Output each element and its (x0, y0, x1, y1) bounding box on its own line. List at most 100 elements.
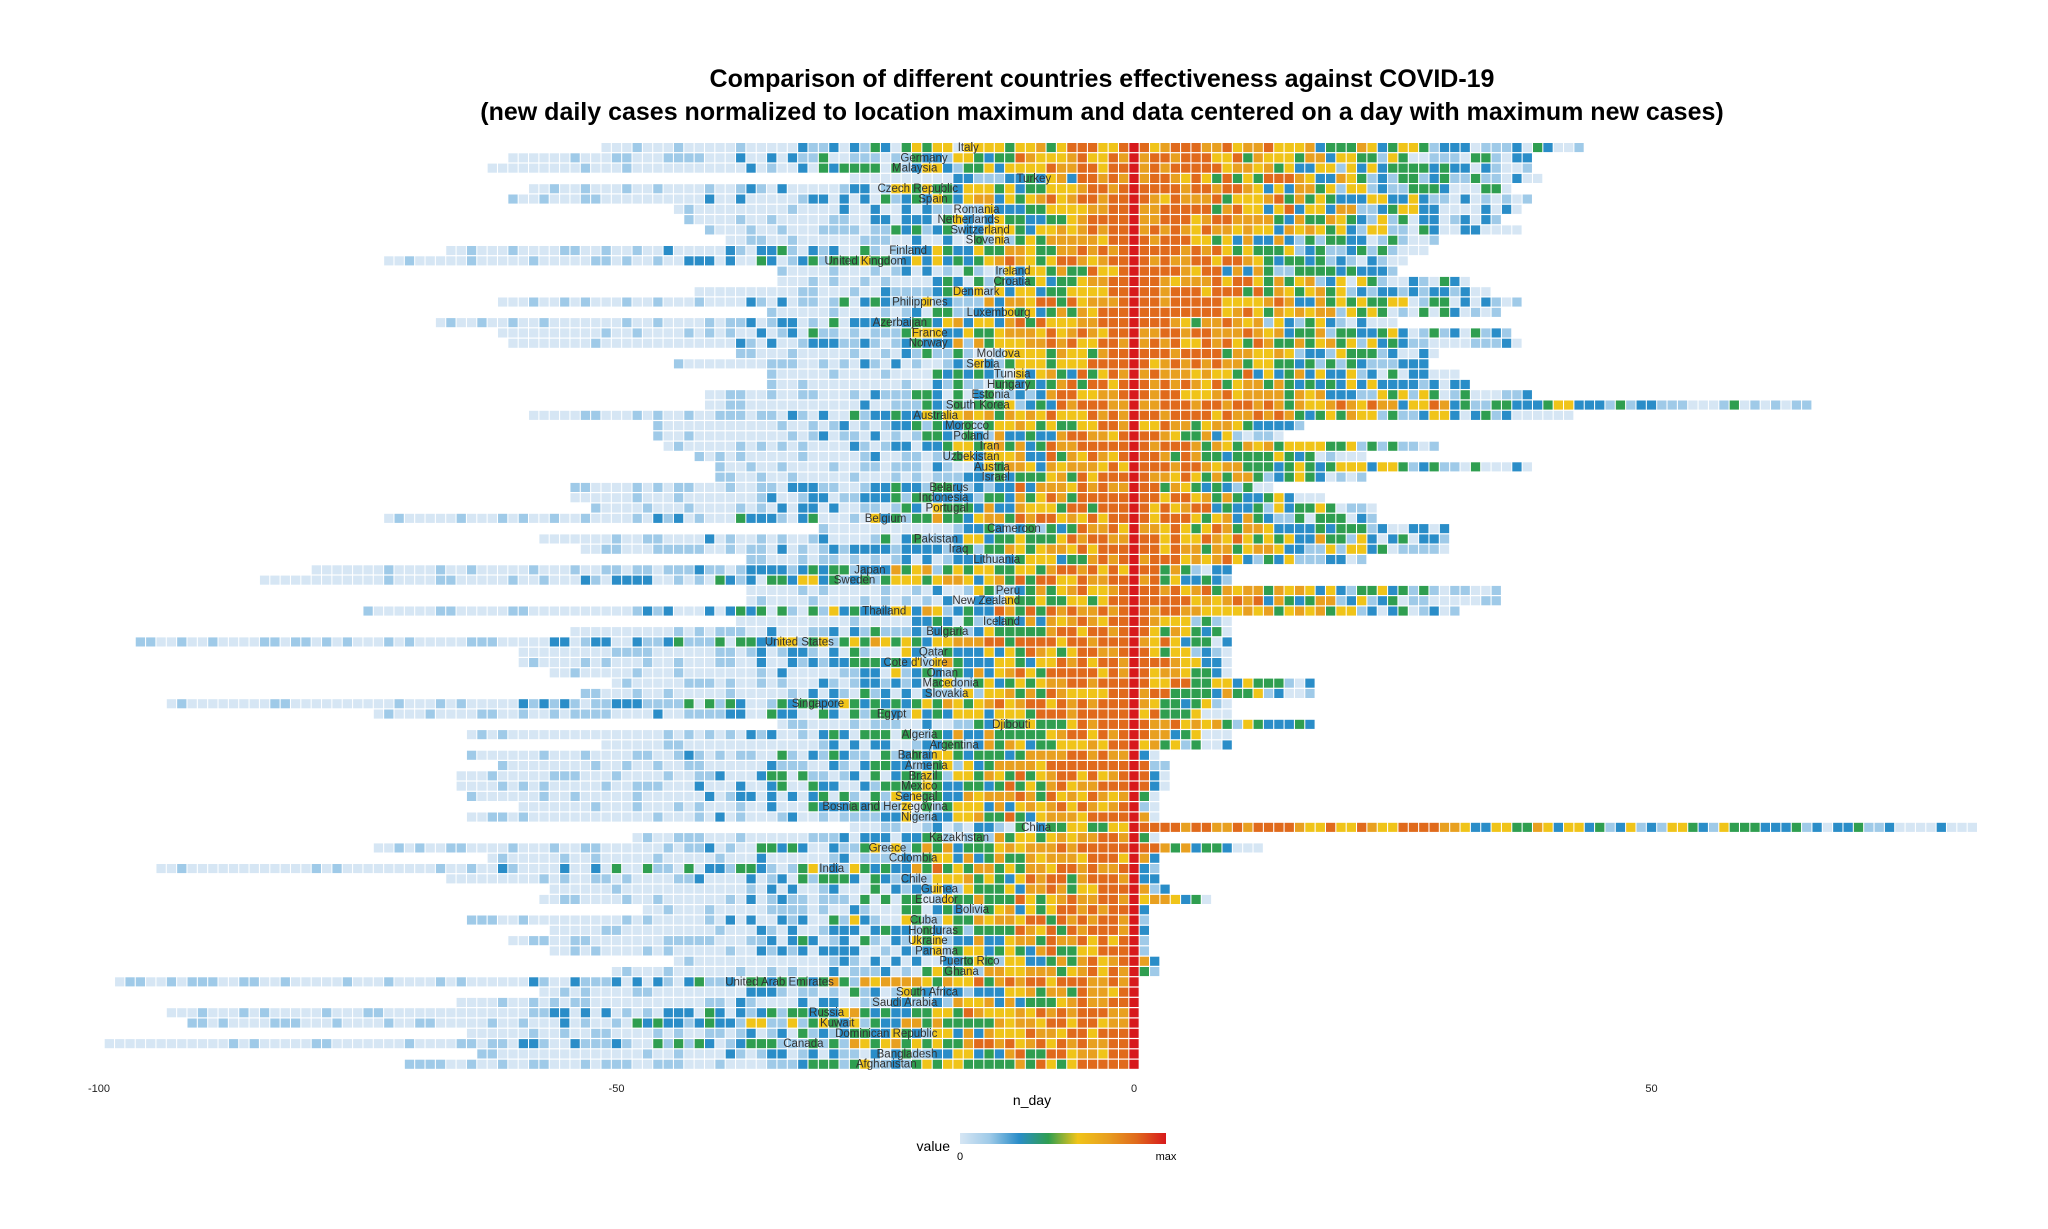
heatmap-cell (880, 761, 891, 771)
heatmap-cell (932, 379, 942, 389)
heatmap-cell (922, 482, 932, 492)
heatmap-cell (756, 616, 767, 626)
heatmap-cell (1046, 143, 1056, 153)
heatmap-cell (1253, 349, 1263, 359)
heatmap-cell (1274, 555, 1284, 565)
heatmap-cell (932, 462, 942, 472)
heatmap-cell (560, 730, 570, 740)
heatmap-cell (622, 699, 632, 709)
heatmap-cell (1036, 194, 1046, 204)
heatmap-cell (435, 513, 446, 523)
heatmap-cell (870, 524, 880, 534)
heatmap-cell (798, 266, 808, 276)
heatmap-cell (1077, 276, 1087, 286)
heatmap-cell (839, 709, 849, 719)
heatmap-cell (1408, 596, 1419, 606)
heatmap-cell (943, 781, 953, 791)
heatmap-cell (818, 379, 829, 389)
heatmap-cell (539, 194, 549, 204)
heatmap-cell (1377, 318, 1388, 328)
heatmap-cell (1160, 318, 1170, 328)
heatmap-cell (1688, 400, 1698, 410)
heatmap-cell (901, 204, 911, 214)
heatmap-cell (839, 410, 849, 420)
heatmap-cell (570, 575, 580, 585)
heatmap-cell (860, 493, 870, 503)
heatmap-cell (1377, 184, 1388, 194)
heatmap-cell (1036, 678, 1046, 688)
heatmap-cell (870, 596, 880, 606)
heatmap-cell (1595, 400, 1605, 410)
heatmap-cell (1036, 153, 1046, 163)
heatmap-cell (1232, 246, 1243, 256)
heatmap-cell (1036, 173, 1046, 183)
heatmap-cell (984, 400, 994, 410)
heatmap-cell (1056, 287, 1067, 297)
heatmap-cell (1087, 585, 1098, 595)
heatmap-cell (953, 235, 963, 245)
heatmap-cell (1067, 699, 1077, 709)
heatmap-cell (932, 441, 942, 451)
heatmap-cell (1181, 328, 1191, 338)
heatmap-cell (1129, 452, 1139, 462)
heatmap-cell (642, 781, 653, 791)
heatmap-cell (787, 482, 798, 492)
heatmap-cell (363, 606, 373, 616)
heatmap-cell (1036, 204, 1046, 214)
heatmap-cell (725, 328, 735, 338)
heatmap-cell (1698, 400, 1708, 410)
heatmap-cell (891, 709, 901, 719)
heatmap-cell (1056, 462, 1067, 472)
heatmap-cell (1077, 256, 1087, 266)
heatmap-cell (591, 184, 601, 194)
heatmap-cell (1408, 379, 1419, 389)
heatmap-cell (560, 328, 570, 338)
heatmap-cell (922, 194, 932, 204)
heatmap-cell (311, 565, 321, 575)
heatmap-cell (1263, 194, 1274, 204)
heatmap-cell (498, 699, 508, 709)
heatmap-cell (1015, 452, 1025, 462)
heatmap-cell (1098, 369, 1108, 379)
heatmap-cell (1481, 338, 1491, 348)
heatmap-cell (705, 709, 715, 719)
heatmap-cell (1222, 410, 1232, 420)
heatmap-cell (994, 647, 1005, 657)
country-row (518, 658, 1232, 668)
heatmap-cell (570, 606, 580, 616)
heatmap-cell (1129, 359, 1139, 369)
heatmap-cell (518, 318, 528, 328)
heatmap-cell (1315, 276, 1325, 286)
heatmap-cell (1305, 318, 1315, 328)
heatmap-cell (963, 585, 974, 595)
heatmap-cell (1222, 400, 1232, 410)
heatmap-cell (1263, 513, 1274, 523)
heatmap-cell (912, 462, 922, 472)
heatmap-cell (1098, 544, 1108, 554)
heatmap-cell (870, 173, 880, 183)
heatmap-cell (880, 647, 891, 657)
heatmap-cell (673, 709, 684, 719)
heatmap-cell (767, 184, 777, 194)
heatmap-cell (1056, 761, 1067, 771)
heatmap-cell (984, 328, 994, 338)
heatmap-cell (673, 143, 684, 153)
heatmap-cell (922, 503, 932, 513)
heatmap-cell (1201, 472, 1212, 482)
heatmap-cell (1377, 462, 1388, 472)
heatmap-cell (539, 328, 549, 338)
heatmap-cell (1046, 194, 1056, 204)
heatmap-cell (1056, 740, 1067, 750)
heatmap-cell (570, 658, 580, 668)
heatmap-cell (477, 730, 487, 740)
heatmap-cell (1046, 328, 1056, 338)
heatmap-cell (1119, 771, 1129, 781)
heatmap-cell (1098, 441, 1108, 451)
heatmap-cell (736, 730, 746, 740)
heatmap-cell (560, 637, 570, 647)
heatmap-cell (1129, 575, 1139, 585)
heatmap-cell (787, 565, 798, 575)
heatmap-cell (653, 781, 663, 791)
heatmap-cell (1315, 143, 1325, 153)
heatmap-cell (984, 730, 994, 740)
